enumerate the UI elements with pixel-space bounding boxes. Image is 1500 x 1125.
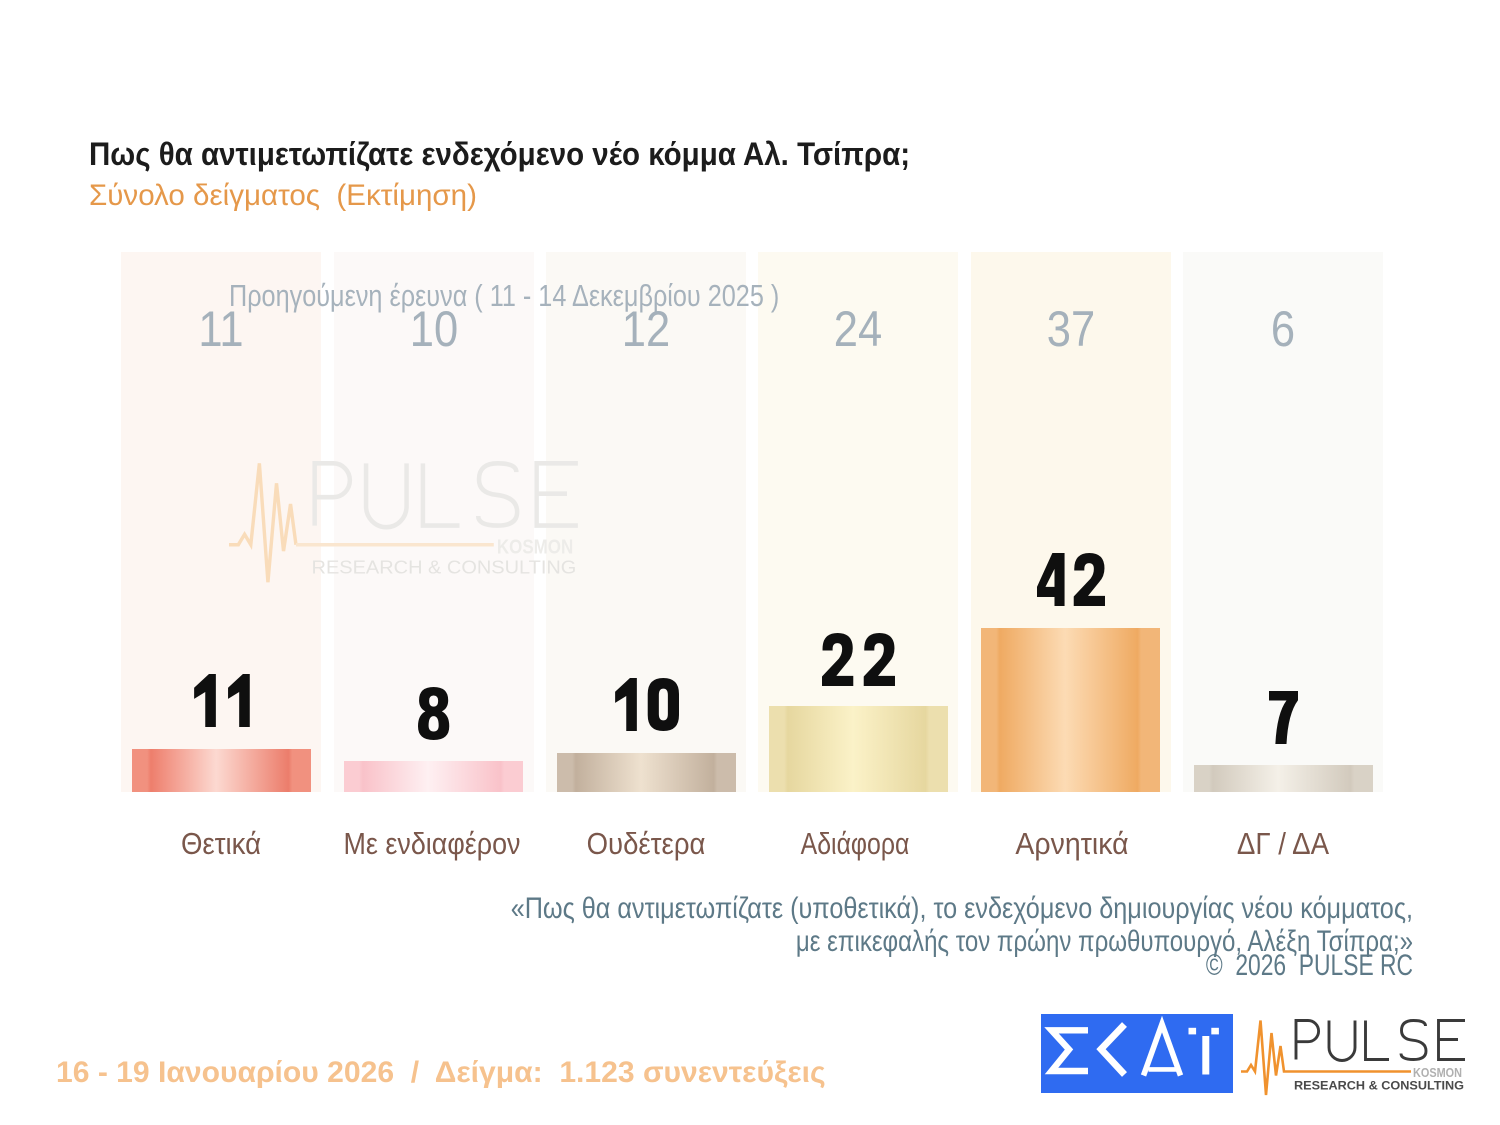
svg-text:RESEARCH & CONSULTING: RESEARCH & CONSULTING (1294, 1081, 1464, 1093)
svg-text:KOSMON: KOSMON (497, 535, 573, 558)
svg-text:RESEARCH & CONSULTING: RESEARCH & CONSULTING (312, 557, 577, 577)
svg-text:KOSMON: KOSMON (1413, 1065, 1462, 1080)
